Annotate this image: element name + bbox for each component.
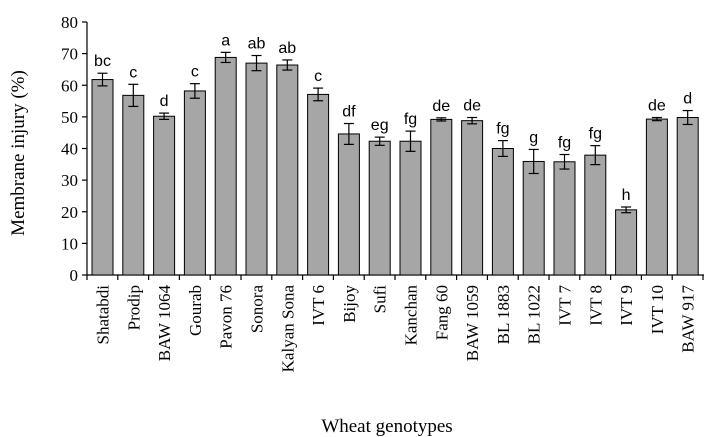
category-label: BAW 917 bbox=[679, 285, 698, 353]
error-bar bbox=[436, 117, 447, 122]
significance-letter: d bbox=[683, 91, 692, 108]
bar bbox=[122, 94, 145, 276]
significance-letter: df bbox=[342, 104, 356, 121]
significance-letter: fg bbox=[404, 111, 417, 128]
category-label: Gourab bbox=[186, 285, 205, 336]
significance-letter: g bbox=[529, 129, 538, 146]
bar bbox=[214, 56, 237, 276]
category-label: Pavon 76 bbox=[217, 285, 236, 349]
y-tick-label: 0 bbox=[70, 266, 79, 285]
category-label: Kanchan bbox=[402, 285, 421, 346]
y-tick-label: 30 bbox=[61, 171, 78, 190]
significance-letter: ab bbox=[248, 36, 266, 53]
y-tick-label: 50 bbox=[61, 108, 78, 127]
significance-letter: de bbox=[463, 98, 481, 115]
significance-letter: a bbox=[221, 32, 230, 49]
category-label: BAW 1064 bbox=[155, 285, 174, 362]
significance-letter: h bbox=[622, 187, 631, 204]
significance-letter: eg bbox=[371, 117, 389, 134]
significance-letter: bc bbox=[94, 53, 111, 70]
y-tick-label: 70 bbox=[61, 45, 78, 64]
category-label: IVT 9 bbox=[617, 285, 636, 326]
category-label: IVT 8 bbox=[586, 285, 605, 326]
bar bbox=[245, 62, 268, 276]
error-bar bbox=[528, 148, 539, 175]
error-bars-group bbox=[97, 51, 693, 214]
bar bbox=[645, 118, 668, 276]
significance-letter: c bbox=[314, 68, 322, 85]
bar bbox=[430, 118, 453, 276]
bar bbox=[399, 140, 422, 276]
bar bbox=[553, 161, 576, 276]
error-bar bbox=[282, 59, 293, 71]
y-tick-label: 40 bbox=[61, 140, 78, 159]
bar bbox=[153, 115, 176, 276]
significance-letter: c bbox=[191, 64, 199, 81]
error-bar bbox=[374, 136, 385, 146]
bar bbox=[615, 209, 638, 276]
error-bar bbox=[682, 109, 693, 126]
error-bar bbox=[559, 153, 570, 170]
y-axis: 0 10 20 30 40 50 60 70 80 bbox=[61, 13, 88, 285]
bar bbox=[337, 133, 360, 276]
category-label: Fang 60 bbox=[432, 285, 451, 340]
category-label: IVT 6 bbox=[309, 285, 328, 326]
error-bar bbox=[651, 116, 662, 122]
category-label: Shatabdi bbox=[94, 285, 113, 345]
category-label: BL 1022 bbox=[525, 285, 544, 344]
significance-letter: de bbox=[432, 98, 450, 115]
error-bar bbox=[497, 139, 508, 158]
bar bbox=[183, 90, 206, 276]
error-bar bbox=[220, 51, 231, 64]
error-bar bbox=[313, 87, 324, 102]
category-labels-group: Shatabdi Prodip BAW 1064 Gourab Pavon 76 Sono… bbox=[94, 285, 698, 373]
significance-letter: c bbox=[129, 64, 137, 81]
error-bar bbox=[189, 83, 200, 99]
y-tick-label: 80 bbox=[61, 13, 78, 32]
significance-letter: d bbox=[160, 93, 169, 110]
error-bar bbox=[343, 122, 354, 145]
error-bar bbox=[128, 83, 139, 108]
bar bbox=[676, 117, 699, 276]
bar bbox=[491, 148, 514, 276]
error-bar bbox=[590, 145, 601, 166]
significance-letter: fg bbox=[558, 135, 571, 152]
bar bbox=[522, 160, 545, 276]
x-axis bbox=[86, 274, 704, 280]
category-label: IVT 7 bbox=[556, 285, 575, 326]
significance-letter: fg bbox=[496, 121, 509, 138]
error-bar bbox=[621, 206, 632, 214]
category-label: Sonora bbox=[248, 285, 267, 334]
error-bar bbox=[251, 54, 262, 72]
error-bar bbox=[405, 130, 416, 152]
category-label: Sufi bbox=[371, 285, 390, 314]
category-label: Kalyan Sona bbox=[278, 285, 297, 373]
bar bbox=[584, 154, 607, 276]
significance-letter: de bbox=[648, 98, 666, 115]
bar bbox=[276, 64, 299, 276]
significance-letter: fg bbox=[589, 126, 602, 143]
y-axis-title: Membrane injury (%) bbox=[8, 70, 29, 236]
bar bbox=[91, 79, 114, 276]
error-bar bbox=[97, 72, 108, 87]
bars-group bbox=[91, 56, 699, 276]
bar bbox=[368, 140, 391, 276]
category-label: BAW 1059 bbox=[463, 285, 482, 361]
category-label: IVT 10 bbox=[648, 285, 667, 334]
significance-letter: ab bbox=[278, 40, 296, 57]
y-tick-label: 10 bbox=[61, 234, 78, 253]
x-axis-title: Wheat genotypes bbox=[321, 416, 452, 437]
category-label: Prodip bbox=[124, 285, 143, 330]
y-tick-label: 20 bbox=[61, 203, 78, 222]
bar bbox=[307, 93, 330, 276]
category-label: Bijoy bbox=[340, 285, 359, 323]
bar bbox=[461, 120, 484, 276]
category-label: BL 1883 bbox=[494, 285, 513, 344]
error-bar bbox=[467, 116, 478, 125]
y-tick-label: 60 bbox=[61, 76, 78, 95]
error-bar bbox=[159, 112, 170, 121]
